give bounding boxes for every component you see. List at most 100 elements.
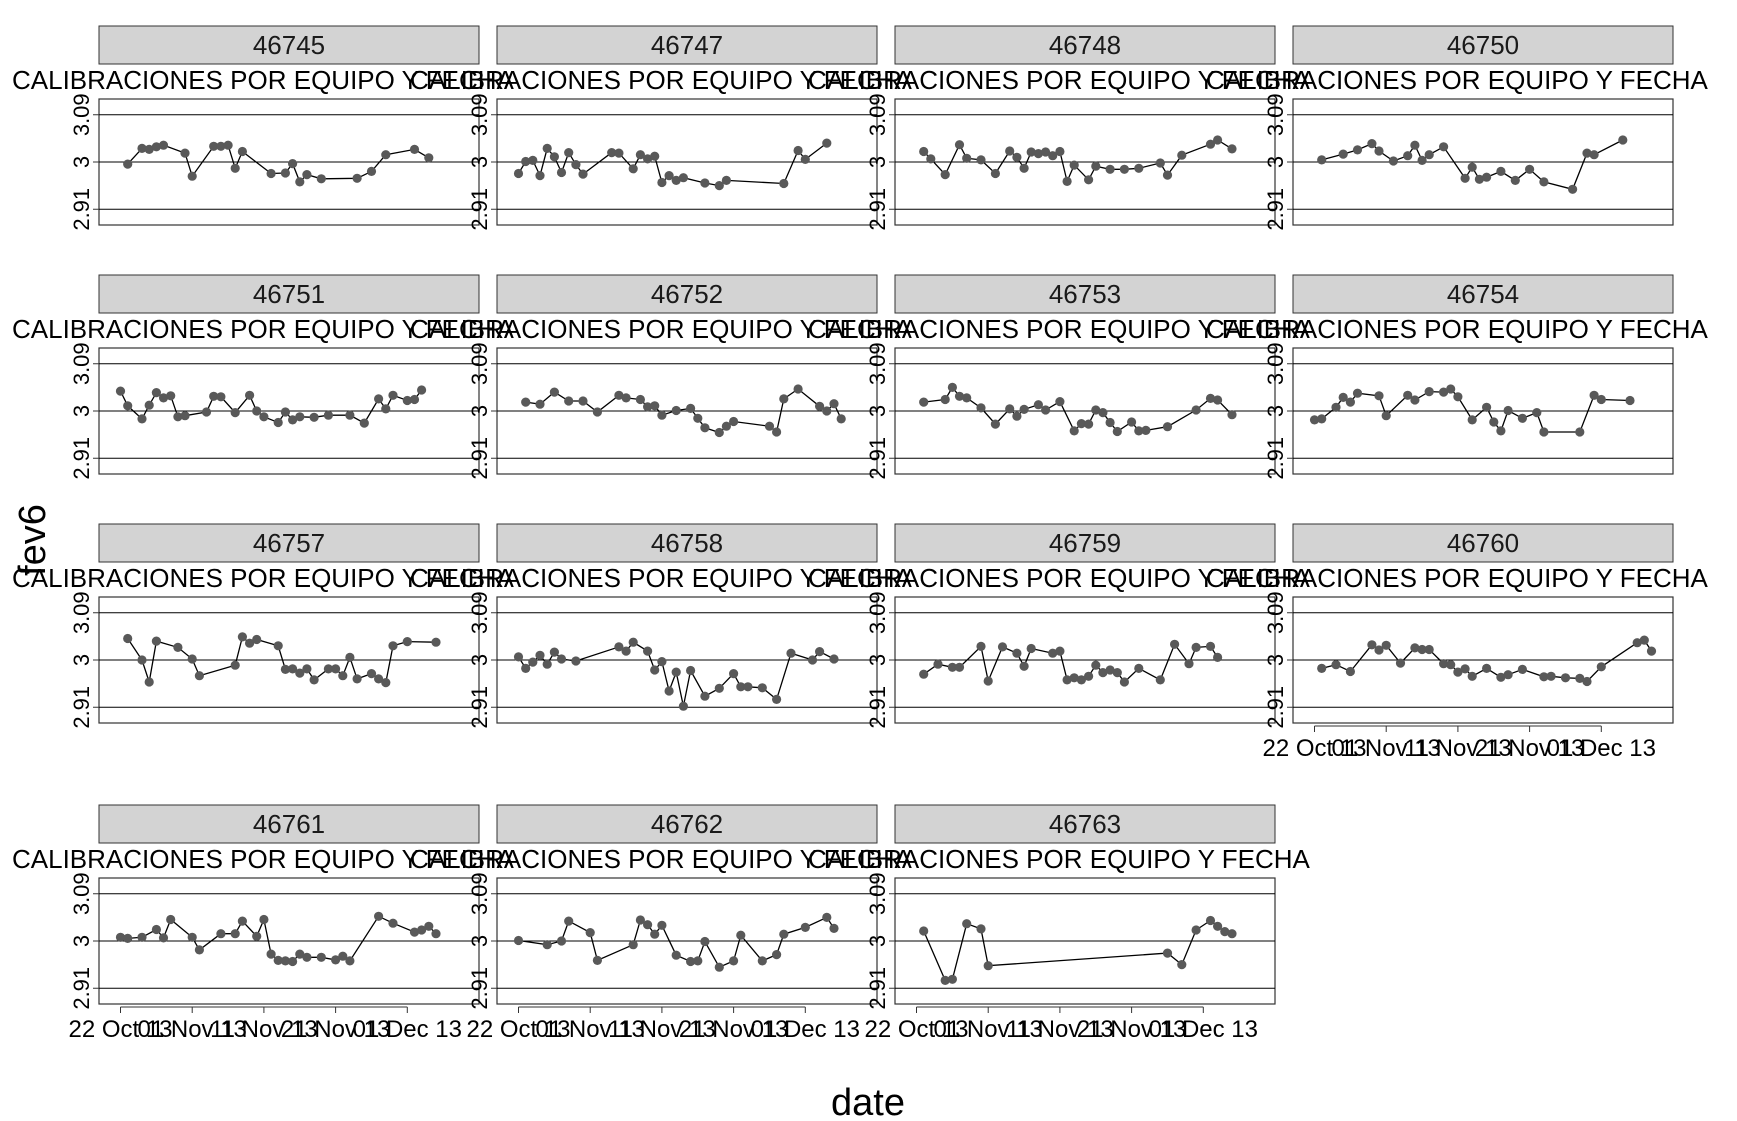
facet-panel-46752: 46752 CALIBRACIONES POR EQUIPO Y FECHA 2.9… [410, 274, 912, 480]
data-point [678, 173, 689, 183]
facet-panel-46757: 46757 CALIBRACIONES POR EQUIPO Y FECHA 2.9… [12, 523, 514, 729]
data-point [800, 154, 810, 164]
data-point [1127, 417, 1137, 427]
data-point [151, 636, 161, 646]
y-tick-label: 3.09 [69, 591, 94, 634]
y-tick-label: 2.91 [467, 437, 492, 480]
facet-panel-46762: 46762 CALIBRACIONES POR EQUIPO Y FECHA 2.9… [410, 804, 912, 1043]
data-point [273, 417, 283, 428]
data-point [513, 935, 524, 946]
data-point [628, 637, 638, 647]
data-point [1395, 658, 1406, 668]
data-point [933, 659, 943, 669]
data-point [1076, 419, 1086, 429]
data-point [772, 427, 782, 437]
data-point [1012, 152, 1022, 162]
data-point [650, 401, 660, 411]
data-point [1162, 948, 1173, 958]
data-point [757, 956, 767, 966]
data-point [954, 391, 965, 401]
data-point [822, 138, 832, 148]
data-point [686, 665, 696, 676]
data-point [815, 401, 825, 411]
data-point [686, 956, 696, 967]
facet-panel-46760: 46760 CALIBRACIONES POR EQUIPO Y FECHA 2.9… [1206, 523, 1708, 762]
data-point [836, 414, 846, 424]
facet-strip [894, 274, 1276, 314]
data-point [288, 956, 298, 967]
data-point [366, 669, 377, 679]
data-point [700, 691, 710, 701]
data-point [1568, 184, 1578, 194]
data-point [919, 397, 929, 407]
data-point [331, 955, 341, 965]
data-point [1227, 929, 1237, 939]
data-point [216, 929, 226, 939]
data-point [158, 933, 169, 943]
x-tick-label: 01 Dec 13 [1149, 1016, 1258, 1043]
data-point [521, 156, 531, 167]
y-tick-label: 3.09 [865, 591, 890, 634]
data-point [664, 686, 674, 696]
y-tick-label: 3.09 [467, 872, 492, 915]
data-point [786, 648, 796, 658]
data-point [513, 652, 524, 662]
data-point [1213, 921, 1223, 931]
data-point [1177, 150, 1187, 160]
data-point [409, 394, 420, 405]
data-point [1091, 405, 1101, 415]
data-point [151, 388, 161, 398]
data-point [1503, 670, 1513, 680]
data-point [237, 632, 247, 642]
data-point [621, 646, 631, 656]
data-point [1646, 646, 1657, 656]
facet-strip-label: 46748 [1049, 30, 1121, 60]
data-point [772, 950, 782, 960]
y-tick-label: 3 [467, 405, 492, 417]
data-point [302, 664, 312, 674]
data-point [714, 683, 724, 693]
data-point [714, 427, 724, 438]
data-point [1098, 408, 1108, 418]
data-point [635, 915, 646, 925]
data-point [1424, 387, 1434, 397]
facet-strip-label: 46750 [1447, 30, 1519, 60]
y-tick-label: 3.09 [865, 93, 890, 136]
data-point [1331, 660, 1341, 670]
data-point [1062, 675, 1072, 685]
x-tick-label: 11 Nov 13 [1006, 1016, 1114, 1043]
data-point [1184, 659, 1194, 669]
data-point [556, 654, 567, 664]
data-point [115, 932, 126, 942]
data-point [678, 701, 689, 711]
data-point [151, 142, 161, 152]
data-point [316, 952, 326, 962]
data-point [657, 177, 667, 188]
data-point [137, 655, 147, 665]
y-tick-label: 3 [69, 156, 94, 168]
data-point [1374, 146, 1384, 156]
facet-panels: 46745 CALIBRACIONES POR EQUIPO Y FECHA 2.9… [12, 25, 1708, 1043]
data-point [614, 148, 624, 158]
data-point [650, 151, 660, 161]
data-point [628, 164, 638, 174]
facet-title: CALIBRACIONES POR EQUIPO Y FECHA [1206, 314, 1708, 344]
data-point [1496, 166, 1506, 176]
data-point [1177, 960, 1187, 970]
facet-title: CALIBRACIONES POR EQUIPO Y FECHA [1206, 563, 1708, 593]
data-point [388, 918, 398, 928]
data-point [1582, 148, 1592, 158]
facet-strip [98, 523, 480, 563]
series-line [923, 386, 1233, 433]
data-point [123, 159, 133, 169]
data-point [273, 955, 283, 966]
y-tick-label: 2.91 [1263, 437, 1288, 480]
data-point [1048, 151, 1058, 161]
data-point [237, 916, 247, 926]
data-point [793, 145, 803, 156]
facet-panel-46750: 46750 CALIBRACIONES POR EQUIPO Y FECHA 2.9… [1206, 25, 1708, 231]
data-point [940, 394, 950, 405]
data-point [1134, 426, 1144, 436]
data-point [1191, 642, 1201, 653]
data-point [1381, 411, 1391, 421]
